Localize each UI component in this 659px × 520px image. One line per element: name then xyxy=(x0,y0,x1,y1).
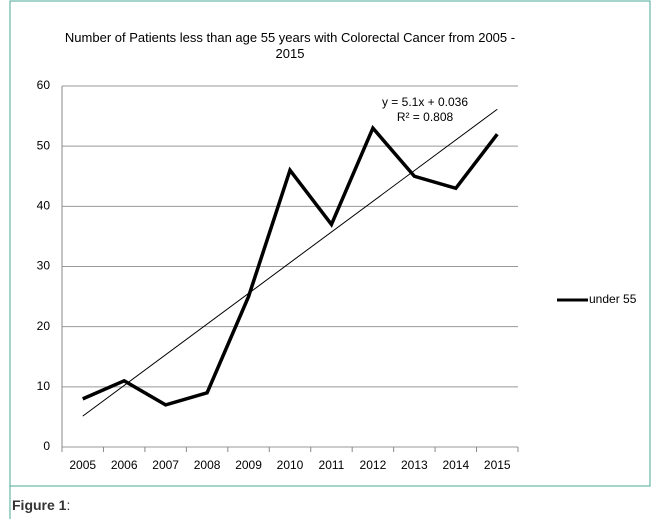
x-tick-label: 2008 xyxy=(194,458,221,472)
series-line xyxy=(82,124,499,407)
x-tick-label: 2010 xyxy=(277,458,304,472)
x-tick-label: 2005 xyxy=(69,458,96,472)
caption-label: Figure 1 xyxy=(12,497,67,513)
trendline-equation: y = 5.1x + 0.036 xyxy=(382,95,468,109)
x-tick-label: 2007 xyxy=(152,458,179,472)
caption: Figure 1: xyxy=(12,497,70,513)
trendline xyxy=(82,108,498,417)
x-tick-label: 2011 xyxy=(319,458,345,472)
chart-frame xyxy=(9,0,651,487)
y-tick-label: 60 xyxy=(37,78,51,92)
y-tick-label: 10 xyxy=(37,379,51,393)
y-tick-label: 20 xyxy=(37,319,51,333)
legend-label: under 55 xyxy=(589,292,637,306)
x-tick-label: 2006 xyxy=(111,458,138,472)
y-tick-label: 30 xyxy=(37,259,51,273)
trendline-r2: R² = 0.808 xyxy=(397,110,454,124)
y-tick-label: 0 xyxy=(43,439,50,453)
x-tick-label: 2012 xyxy=(360,458,387,472)
x-tick-label: 2014 xyxy=(442,458,469,472)
y-tick-label: 50 xyxy=(37,138,51,152)
y-tick-label: 40 xyxy=(37,199,51,213)
x-tick-label: 2013 xyxy=(401,458,428,472)
x-tick-label: 2015 xyxy=(484,458,511,472)
chart-title: Number of Patients less than age 55 year… xyxy=(64,30,516,61)
x-tick-label: 2009 xyxy=(235,458,262,472)
caption-suffix: : xyxy=(66,497,71,513)
